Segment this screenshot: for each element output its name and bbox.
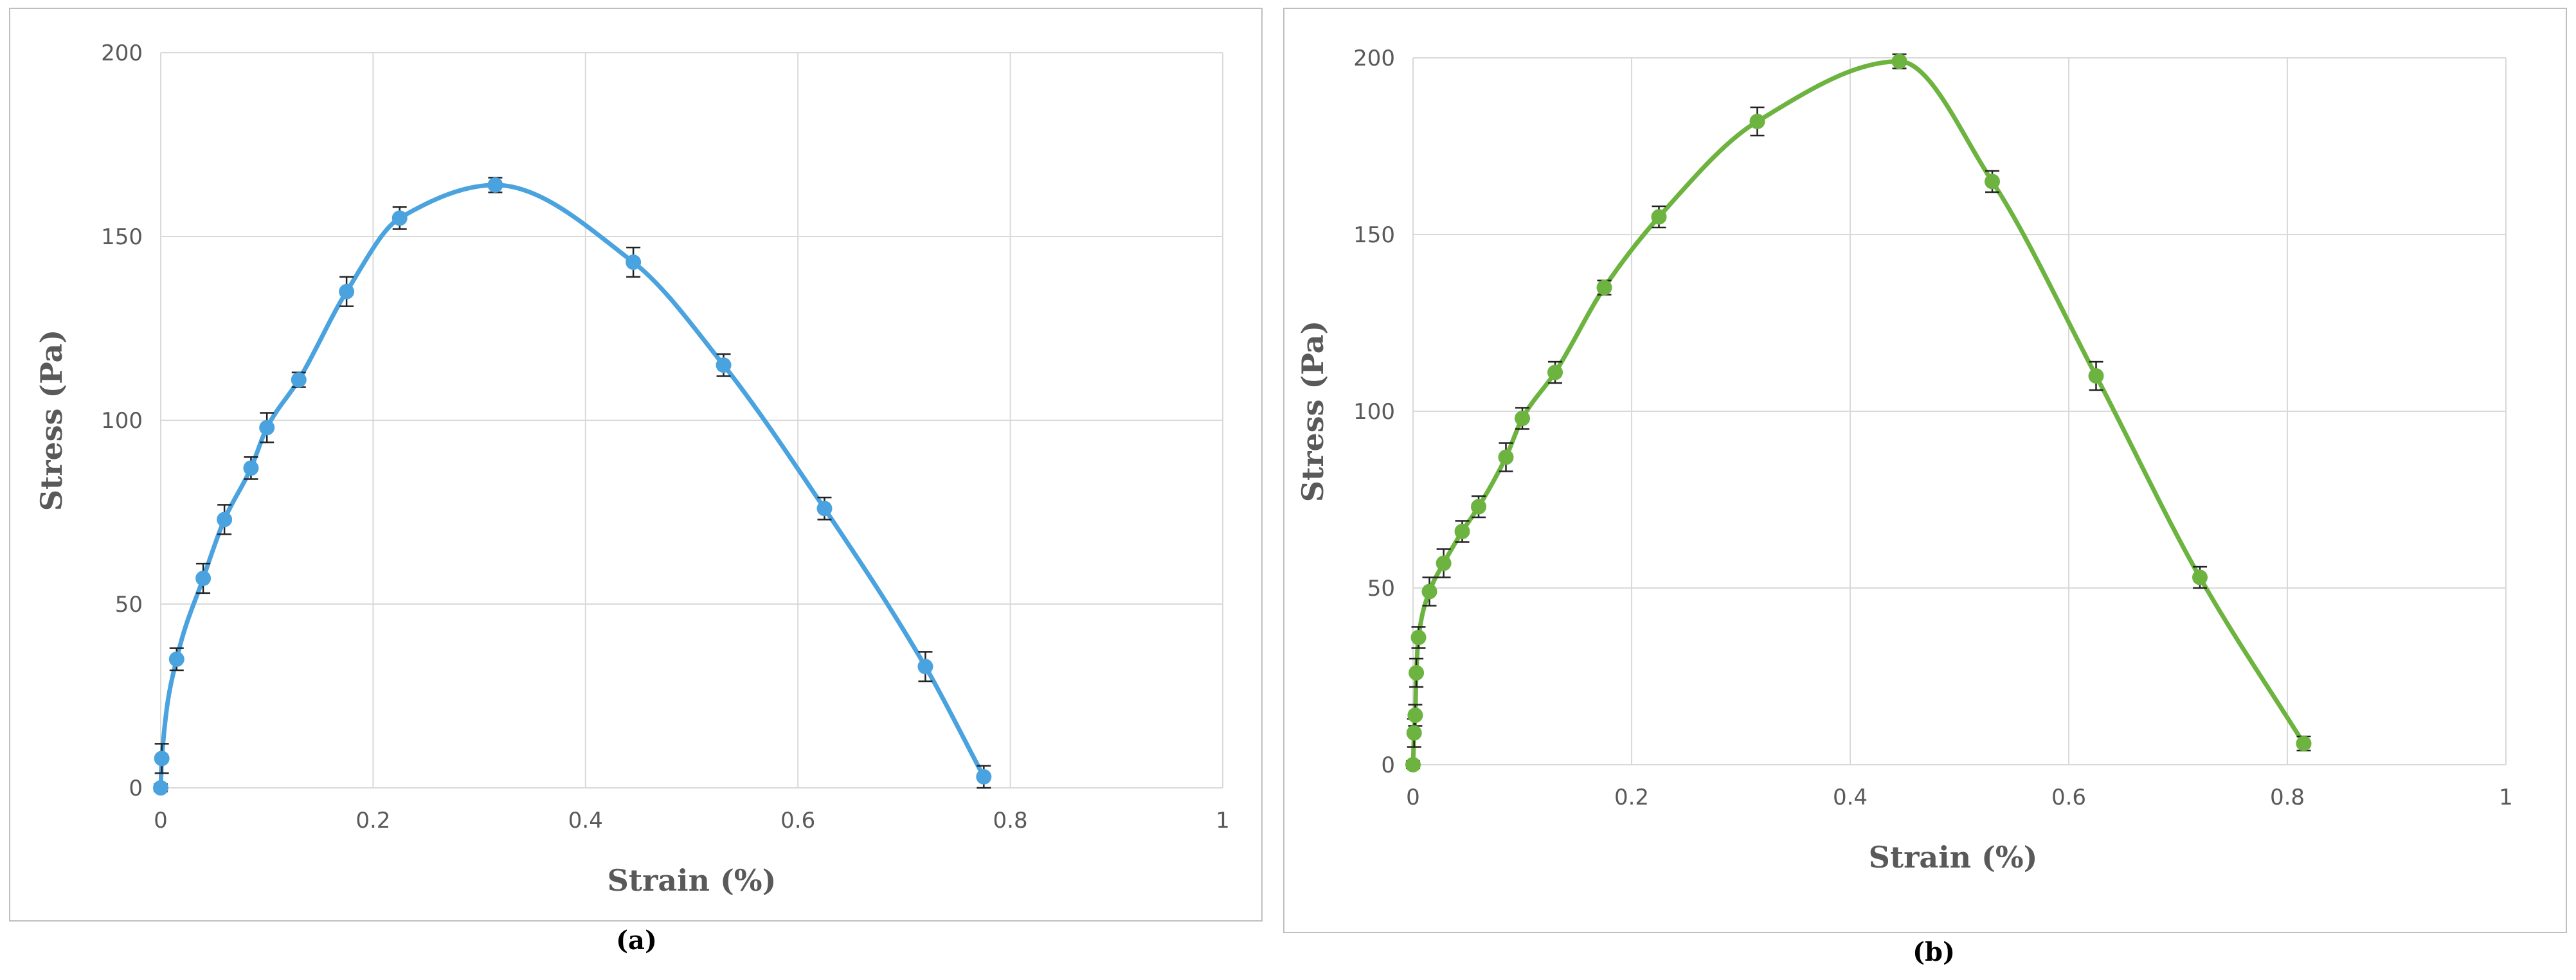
data-point — [487, 177, 503, 193]
data-point — [917, 659, 933, 675]
data-point — [339, 283, 355, 299]
y-tick-label: 200 — [1353, 46, 1395, 71]
x-tick-label: 0.4 — [1833, 785, 1868, 810]
series-line — [1410, 59, 2306, 767]
data-point — [1749, 114, 1765, 129]
data-point — [1651, 209, 1667, 225]
x-tick-label: 1 — [2499, 785, 2513, 810]
data-point — [1985, 174, 2000, 190]
y-tick-label: 100 — [101, 408, 143, 434]
y-tick-label: 200 — [101, 40, 143, 66]
data-point — [153, 780, 168, 796]
x-tick-label: 0 — [1406, 785, 1420, 810]
y-axis-title: Stress (Pa) — [34, 330, 69, 511]
caption-b: (b) — [1913, 937, 1955, 967]
data-point — [976, 769, 992, 785]
data-point — [2192, 569, 2208, 585]
data-point — [816, 501, 833, 517]
caption-a: (a) — [616, 925, 657, 956]
y-tick-label: 50 — [1367, 576, 1395, 601]
data-point — [626, 254, 642, 271]
data-point — [2088, 368, 2104, 384]
series-line — [158, 183, 986, 790]
x-tick-label: 0.8 — [2270, 785, 2305, 810]
data-point — [168, 651, 185, 667]
stress-strain-chart-b: 0 50 100 150 200 0 0.2 0.4 0.6 0.8 1 Strain (%) Stre… — [1295, 46, 2513, 875]
data-point — [1547, 364, 1563, 380]
data-point — [1596, 280, 1612, 296]
data-point — [716, 357, 732, 373]
y-tick-label: 150 — [1353, 222, 1395, 248]
data-point — [1405, 757, 1421, 772]
data-point — [392, 210, 408, 226]
data-point — [1891, 53, 1907, 69]
chart-panel-a: 0 50 100 150 200 0 0.2 0.4 0.6 0.8 1 Strain (%) Stre… — [9, 8, 1263, 922]
data-point — [1409, 665, 1425, 681]
data-point — [1421, 584, 1437, 600]
data-point — [195, 570, 212, 586]
stress-strain-chart-a: 0 50 100 150 200 0 0.2 0.4 0.6 0.8 1 Strain (%) Stre… — [34, 40, 1230, 898]
data-point — [1410, 630, 1427, 645]
data-point — [1454, 524, 1470, 539]
data-point — [1515, 411, 1530, 426]
data-point — [154, 751, 170, 767]
data-point — [1406, 725, 1422, 741]
y-tick-label: 100 — [1353, 399, 1395, 425]
x-tick-label: 0.2 — [356, 808, 390, 833]
x-tick-label: 0.6 — [780, 808, 815, 833]
data-point — [243, 460, 259, 476]
data-point — [1471, 499, 1486, 515]
x-tick-label: 0.4 — [568, 808, 603, 833]
y-tick-label: 0 — [129, 776, 143, 801]
data-point — [2296, 736, 2312, 751]
x-tick-label: 1 — [1216, 808, 1230, 833]
y-axis-title: Stress (Pa) — [1295, 321, 1330, 502]
x-tick-label: 0.2 — [1614, 785, 1649, 810]
data-point — [1436, 555, 1452, 571]
data-point — [217, 512, 233, 528]
y-tick-label: 150 — [101, 224, 143, 250]
data-point — [1407, 708, 1423, 723]
y-tick-label: 0 — [1381, 753, 1395, 778]
data-point — [291, 372, 307, 388]
y-tick-label: 50 — [115, 592, 143, 618]
x-axis-title: Strain (%) — [1869, 840, 2038, 875]
data-point — [1498, 449, 1514, 465]
data-point — [259, 420, 275, 436]
x-axis-title: Strain (%) — [608, 863, 777, 898]
x-tick-label: 0.6 — [2051, 785, 2086, 810]
chart-panel-b: 0 50 100 150 200 0 0.2 0.4 0.6 0.8 1 Strain (%) Stre… — [1283, 8, 2567, 933]
x-tick-label: 0.8 — [993, 808, 1028, 833]
x-tick-label: 0 — [154, 808, 168, 833]
